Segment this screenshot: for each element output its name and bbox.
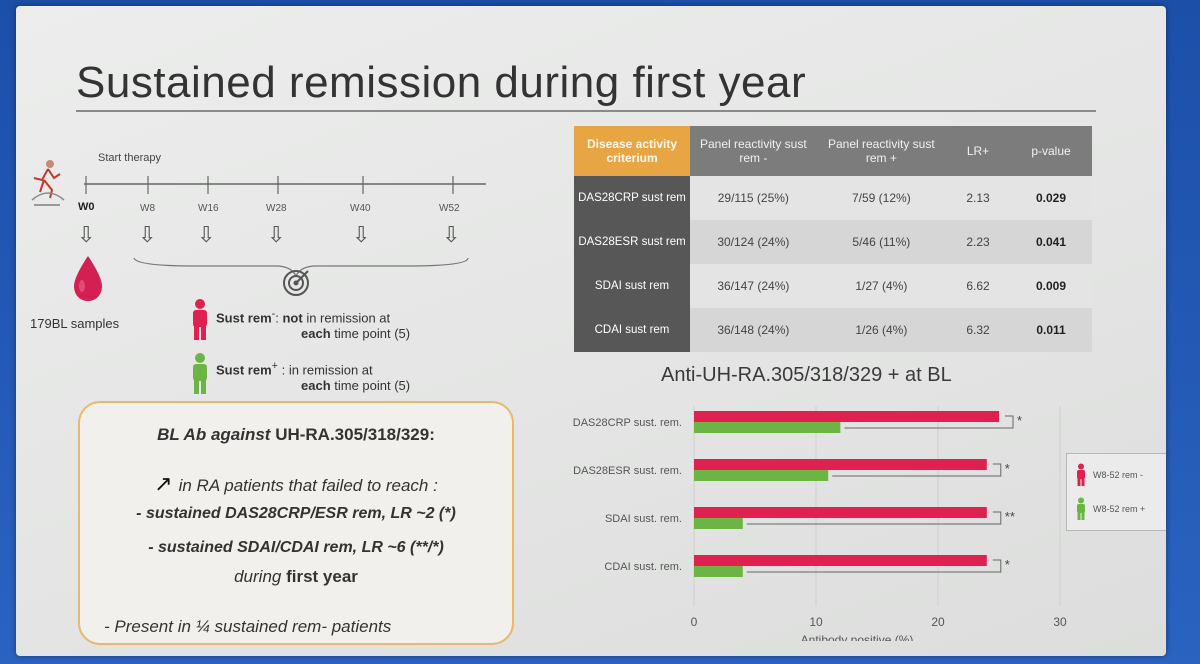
callout-line-3: - sustained DAS28CRP/ESR rem, LR ~2 (*) xyxy=(136,505,456,522)
presentation-slide: Sustained remission during first year St… xyxy=(16,6,1166,656)
x-tick-label: 20 xyxy=(931,615,945,629)
down-arrow-icon: ⇩ xyxy=(352,222,371,247)
callout-line-4: - sustained SDAI/CDAI rem, LR ~6 (**/*) xyxy=(148,539,444,556)
significance-bracket xyxy=(832,463,1002,477)
significance-label: * xyxy=(1017,413,1022,428)
chart-title: Anti-UH-RA.305/318/329 + at BL xyxy=(661,364,952,386)
table-header-lr: LR+ xyxy=(946,126,1010,176)
row-criterion: DAS28CRP sust rem xyxy=(574,176,690,220)
week-label-w0: W0 xyxy=(78,201,95,213)
category-label: DAS28CRP sust. rem. xyxy=(573,417,682,429)
x-axis-label: Antibody positive (%) xyxy=(801,633,914,641)
person-red-icon xyxy=(193,299,207,340)
runner-logo-icon xyxy=(31,160,65,206)
x-tick-label: 30 xyxy=(1053,615,1067,629)
row-minus: 36/147 (24%) xyxy=(690,264,817,308)
row-criterion: DAS28ESR sust rem xyxy=(574,220,690,264)
week-label-w52: W52 xyxy=(439,203,460,214)
down-arrow-icon: ⇩ xyxy=(442,222,461,247)
legend-label-plus: W8-52 rem + xyxy=(1093,504,1146,514)
row-plus: 1/27 (4%) xyxy=(816,264,946,308)
callout-line-6: - Present in ¼ sustained rem- patients xyxy=(104,617,392,636)
row-pvalue: 0.011 xyxy=(1010,308,1092,352)
category-label: SDAI sust. rem. xyxy=(605,513,682,525)
sust-rem-minus-line2: each time point (5) xyxy=(301,326,411,341)
category-label: CDAI sust. rem. xyxy=(604,561,682,573)
significance-label: * xyxy=(1005,557,1010,572)
row-minus: 30/124 (24%) xyxy=(690,220,817,264)
bar-rem-plus xyxy=(694,566,743,577)
bl-samples-label: 179BL samples xyxy=(30,316,120,331)
row-pvalue: 0.009 xyxy=(1010,264,1092,308)
x-tick-label: 0 xyxy=(691,615,698,629)
blood-drop-icon xyxy=(74,256,102,301)
legend-person-red-icon xyxy=(1077,463,1085,486)
bar-rem-plus xyxy=(694,470,829,481)
category-label: DAS28ESR sust. rem. xyxy=(573,465,682,477)
bar-chart: 0 10 20 30 DAS28CRP sust. rem. * DAS28ESR sust… xyxy=(573,406,1067,641)
row-lr: 6.32 xyxy=(946,308,1010,352)
bar-rem-plus xyxy=(694,518,743,529)
table-row: CDAI sust rem 36/148 (24%) 1/26 (4%) 6.3… xyxy=(574,308,1092,352)
target-icon xyxy=(283,270,309,296)
sust-rem-minus-line1: Sust rem-: not in remission at xyxy=(216,308,391,326)
callout-line-1: BL Ab against UH-RA.305/318/329: xyxy=(157,425,435,444)
bar-rem-minus xyxy=(694,459,987,470)
legend-person-green-icon xyxy=(1077,497,1085,520)
table-header-pvalue: p-value xyxy=(1010,126,1092,176)
row-criterion: CDAI sust rem xyxy=(574,308,690,352)
row-plus: 5/46 (11%) xyxy=(816,220,946,264)
table-row: DAS28CRP sust rem 29/115 (25%) 7/59 (12%… xyxy=(574,176,1092,220)
row-plus: 1/26 (4%) xyxy=(816,308,946,352)
row-plus: 7/59 (12%) xyxy=(816,176,946,220)
row-minus: 29/115 (25%) xyxy=(690,176,817,220)
legend-label-minus: W8-52 rem - xyxy=(1093,470,1144,480)
down-arrow-icon: ⇩ xyxy=(197,222,216,247)
table-header-criterion: Disease activity criterium xyxy=(574,126,690,176)
callout-line-5: during first year xyxy=(234,567,358,586)
down-arrow-icon: ⇩ xyxy=(267,222,286,247)
sust-rem-plus-line2: each time point (5) xyxy=(301,378,411,393)
significance-label: * xyxy=(1005,461,1010,476)
person-green-icon xyxy=(193,353,207,394)
chart-legend: W8-52 rem - W8-52 rem + xyxy=(1066,453,1166,531)
week-label-w8: W8 xyxy=(140,203,155,214)
start-therapy-label: Start therapy xyxy=(98,152,161,164)
table-header-row: Disease activity criterium Panel reactiv… xyxy=(574,126,1092,176)
row-minus: 36/148 (24%) xyxy=(690,308,817,352)
down-arrow-icon: ⇩ xyxy=(138,222,157,247)
week-label-w16: W16 xyxy=(198,203,219,214)
table-row: SDAI sust rem 36/147 (24%) 1/27 (4%) 6.6… xyxy=(574,264,1092,308)
bar-rem-minus xyxy=(694,411,999,422)
row-lr: 2.23 xyxy=(946,220,1010,264)
results-table: Disease activity criterium Panel reactiv… xyxy=(574,126,1092,352)
significance-bracket xyxy=(746,511,1002,525)
x-tick-label: 10 xyxy=(809,615,823,629)
callout-line-2: ↗ in RA patients that failed to reach : xyxy=(154,471,438,496)
table-header-plus: Panel reactivity sust rem + xyxy=(816,126,946,176)
down-arrow-icon: ⇩ xyxy=(77,222,96,247)
slide-title: Sustained remission during first year xyxy=(76,58,807,107)
week-label-w40: W40 xyxy=(350,203,371,214)
summary-callout: BL Ab against UH-RA.305/318/329: ↗ in RA … xyxy=(78,401,514,645)
up-arrow-icon: ↗ xyxy=(154,471,173,496)
sust-rem-plus-line1: Sust rem+ : in remission at xyxy=(216,360,373,378)
week-label-w28: W28 xyxy=(266,203,287,214)
row-lr: 2.13 xyxy=(946,176,1010,220)
row-pvalue: 0.029 xyxy=(1010,176,1092,220)
bar-rem-minus xyxy=(694,507,987,518)
bar-rem-plus xyxy=(694,422,841,433)
row-criterion: SDAI sust rem xyxy=(574,264,690,308)
significance-label: ** xyxy=(1005,509,1015,524)
title-divider xyxy=(76,110,1096,112)
table-row: DAS28ESR sust rem 30/124 (24%) 5/46 (11%… xyxy=(574,220,1092,264)
table-header-minus: Panel reactivity sust rem - xyxy=(690,126,817,176)
significance-bracket xyxy=(844,415,1014,429)
significance-bracket xyxy=(746,559,1002,573)
row-lr: 6.62 xyxy=(946,264,1010,308)
row-pvalue: 0.041 xyxy=(1010,220,1092,264)
bar-rem-minus xyxy=(694,555,987,566)
